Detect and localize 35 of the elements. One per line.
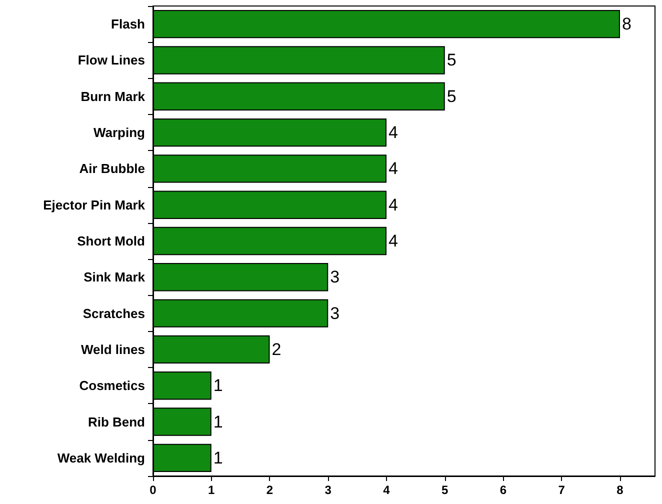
data-label: 1 (213, 448, 223, 468)
data-label: 1 (213, 412, 223, 432)
y-tick-label: Scratches (82, 306, 145, 321)
data-label: 8 (622, 14, 632, 34)
data-label: 4 (388, 159, 398, 178)
y-tick-label: Burn Mark (80, 88, 146, 104)
y-tick-label: Flash (111, 16, 146, 32)
x-tick-label: 0 (150, 483, 157, 497)
data-label: 5 (446, 86, 456, 106)
y-tick-label: Short Mold (77, 234, 146, 248)
data-label: 4 (388, 232, 398, 250)
x-tick-label: 1 (208, 483, 216, 497)
y-tick-label: Cosmetics (79, 378, 145, 394)
y-tick-label: Sink Mark (84, 270, 146, 285)
y-tick-label: Flow Lines (78, 52, 145, 68)
data-label: 3 (330, 268, 340, 287)
y-tick-label: Weld lines (80, 342, 145, 357)
x-tick-label: 6 (500, 483, 507, 497)
x-tick-label: 7 (558, 483, 566, 497)
y-tick-label: Ejector Pin Mark (43, 197, 146, 212)
data-label: 3 (330, 304, 340, 323)
x-tick-label: 3 (324, 483, 332, 497)
x-tick-label: 5 (442, 483, 449, 497)
data-label: 5 (446, 50, 456, 70)
x-tick-label: 2 (266, 483, 274, 497)
y-tick-label: Air Bubble (79, 161, 145, 176)
y-tick-label: Rib Bend (88, 414, 146, 430)
x-tick-label: 4 (383, 483, 390, 497)
data-label: 1 (213, 376, 223, 396)
y-tick-label: Weak Welding (57, 450, 146, 466)
data-label: 4 (388, 195, 398, 214)
y-tick-label: Warping (93, 125, 146, 140)
x-tick-label: 8 (616, 483, 624, 497)
data-label: 2 (272, 340, 282, 359)
data-label: 4 (388, 123, 398, 142)
